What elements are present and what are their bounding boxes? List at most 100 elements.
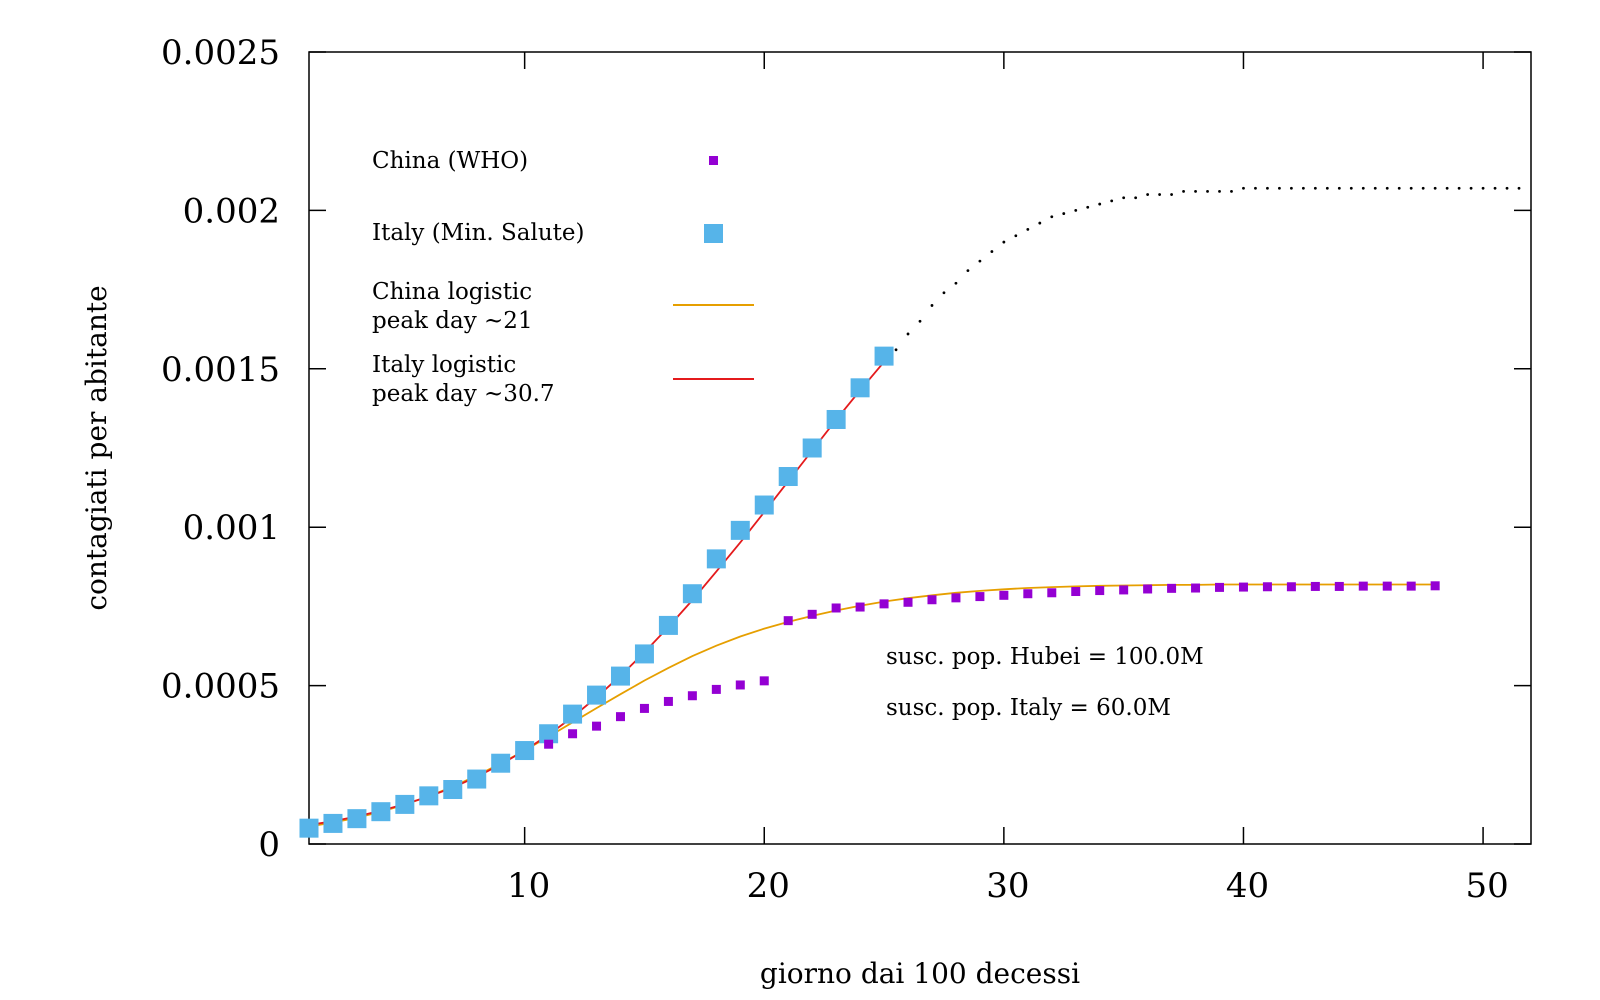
china-data-point — [1119, 585, 1129, 595]
legend-marker-italy-min-salute — [704, 224, 723, 243]
extrapolation-dot — [1373, 186, 1377, 190]
extrapolation-dot — [1230, 189, 1233, 193]
italy-data-point — [563, 704, 583, 724]
china-data-point — [568, 729, 578, 739]
extrapolation-dot — [1409, 186, 1413, 190]
legend-label-china-who: China (WHO) — [372, 148, 528, 174]
extrapolation-dot — [1110, 199, 1114, 203]
china-data-point — [807, 609, 817, 619]
axis-tick-labels: 10 20 30 40 50 0 0.0005 0.001 0.0015 0.002 0.0025 — [161, 33, 1509, 906]
extrapolation-dot — [1505, 186, 1509, 190]
x-tick-label: 20 — [747, 866, 790, 906]
italy-data-point — [706, 549, 726, 569]
china-data-point — [544, 739, 554, 749]
extrapolation-dot — [1493, 186, 1497, 190]
extrapolation-dot — [978, 259, 982, 263]
extrapolation-dot — [1301, 186, 1305, 190]
italy-data-point — [778, 467, 798, 487]
china-data-point — [975, 592, 985, 602]
china-data-point — [903, 597, 913, 607]
extrapolation-dot — [906, 332, 910, 336]
extrapolation-dot — [990, 250, 994, 253]
china-data-point — [1382, 581, 1392, 591]
china-data-point — [1071, 587, 1081, 597]
y-tick-label: 0.001 — [183, 508, 280, 548]
china-data-point — [615, 712, 625, 722]
china-data-point — [1095, 586, 1105, 596]
italy-data-point — [730, 520, 750, 540]
china-data-point — [1262, 582, 1272, 592]
china-data-point — [1310, 581, 1320, 591]
italy-data-point — [587, 685, 607, 705]
x-tick-label: 30 — [986, 866, 1029, 906]
china-data-point — [855, 602, 865, 612]
china-data-point — [1167, 583, 1177, 593]
italy-data-point — [419, 786, 439, 806]
china-data-point — [1191, 583, 1201, 593]
extrapolation-dot — [1134, 196, 1138, 200]
extrapolation-dot — [1218, 189, 1221, 193]
extrapolation-dot — [1038, 221, 1042, 225]
italy-data-point — [515, 741, 535, 761]
china-data-point — [1047, 588, 1057, 598]
extrapolation-dot — [1325, 186, 1329, 190]
y-tick-label: 0 — [258, 825, 280, 865]
x-axis-title: giorno dai 100 decessi — [760, 957, 1080, 990]
italy-data-point — [539, 724, 559, 744]
legend-label-china-logistic: China logistic peak day ~21 — [372, 279, 533, 334]
legend-label-line: peak day ~30.7 — [372, 381, 555, 407]
italy-data-point — [658, 615, 678, 635]
italy-data-point — [682, 584, 702, 604]
annotation-hubei: susc. pop. Hubei = 100.0M — [886, 644, 1204, 670]
legend-marker-china-who — [709, 156, 718, 165]
extrapolation-dot — [1158, 193, 1162, 196]
extrapolation-dot — [1122, 196, 1126, 200]
extrapolation-dot — [930, 304, 934, 307]
china-data-point — [1286, 582, 1296, 592]
extrapolation-dot — [966, 269, 970, 272]
extrapolation-dot — [1170, 193, 1173, 196]
china-data-point — [783, 616, 793, 626]
y-tick-label: 0.0005 — [161, 667, 280, 707]
axis-ticks — [309, 51, 1531, 845]
china-data-point — [1430, 581, 1440, 591]
china-data-point — [639, 703, 649, 713]
china-data-point — [951, 593, 961, 603]
italy-data-point — [491, 753, 511, 773]
legend-label-line: China logistic — [372, 279, 532, 305]
italy-logistic-line — [308, 361, 885, 826]
italy-data-point — [299, 818, 319, 838]
extrapolation-dot — [1349, 186, 1353, 190]
italy-data-point — [874, 346, 894, 366]
extrapolation-dot — [1481, 186, 1485, 190]
italy-data-point — [467, 769, 487, 789]
y-axis-title: contagiati per abitante — [80, 285, 113, 610]
extrapolation-dot — [1517, 186, 1521, 190]
extrapolation-dot — [1289, 186, 1293, 190]
extrapolation-dot — [1050, 215, 1054, 219]
y-tick-label: 0.0025 — [161, 33, 280, 73]
fit-lines — [308, 361, 1436, 828]
y-tick-label: 0.0015 — [161, 350, 280, 390]
extrapolation-dot — [1278, 186, 1281, 190]
china-data-point — [927, 595, 937, 605]
china-data-point — [1406, 581, 1416, 591]
extrapolation-dot — [1445, 186, 1449, 190]
italy-data-point — [371, 802, 391, 822]
extrapolation-dot — [1074, 209, 1078, 212]
extrapolation-dot — [1062, 212, 1066, 215]
extrapolation-dot — [1433, 186, 1437, 190]
extrapolation-dot — [1313, 186, 1317, 190]
china-data-point — [1023, 589, 1033, 599]
data-points — [299, 346, 1440, 838]
china-data-point — [879, 599, 889, 609]
italy-data-point — [802, 438, 822, 458]
china-data-point — [831, 603, 841, 613]
extrapolation-dot — [1002, 240, 1006, 244]
extrapolation-dot — [1146, 193, 1150, 196]
legend-label-italy-min-salute: Italy (Min. Salute) — [372, 220, 584, 246]
extrapolation-dot — [1397, 186, 1401, 190]
china-data-point — [1358, 581, 1368, 591]
italy-data-point — [610, 666, 630, 686]
